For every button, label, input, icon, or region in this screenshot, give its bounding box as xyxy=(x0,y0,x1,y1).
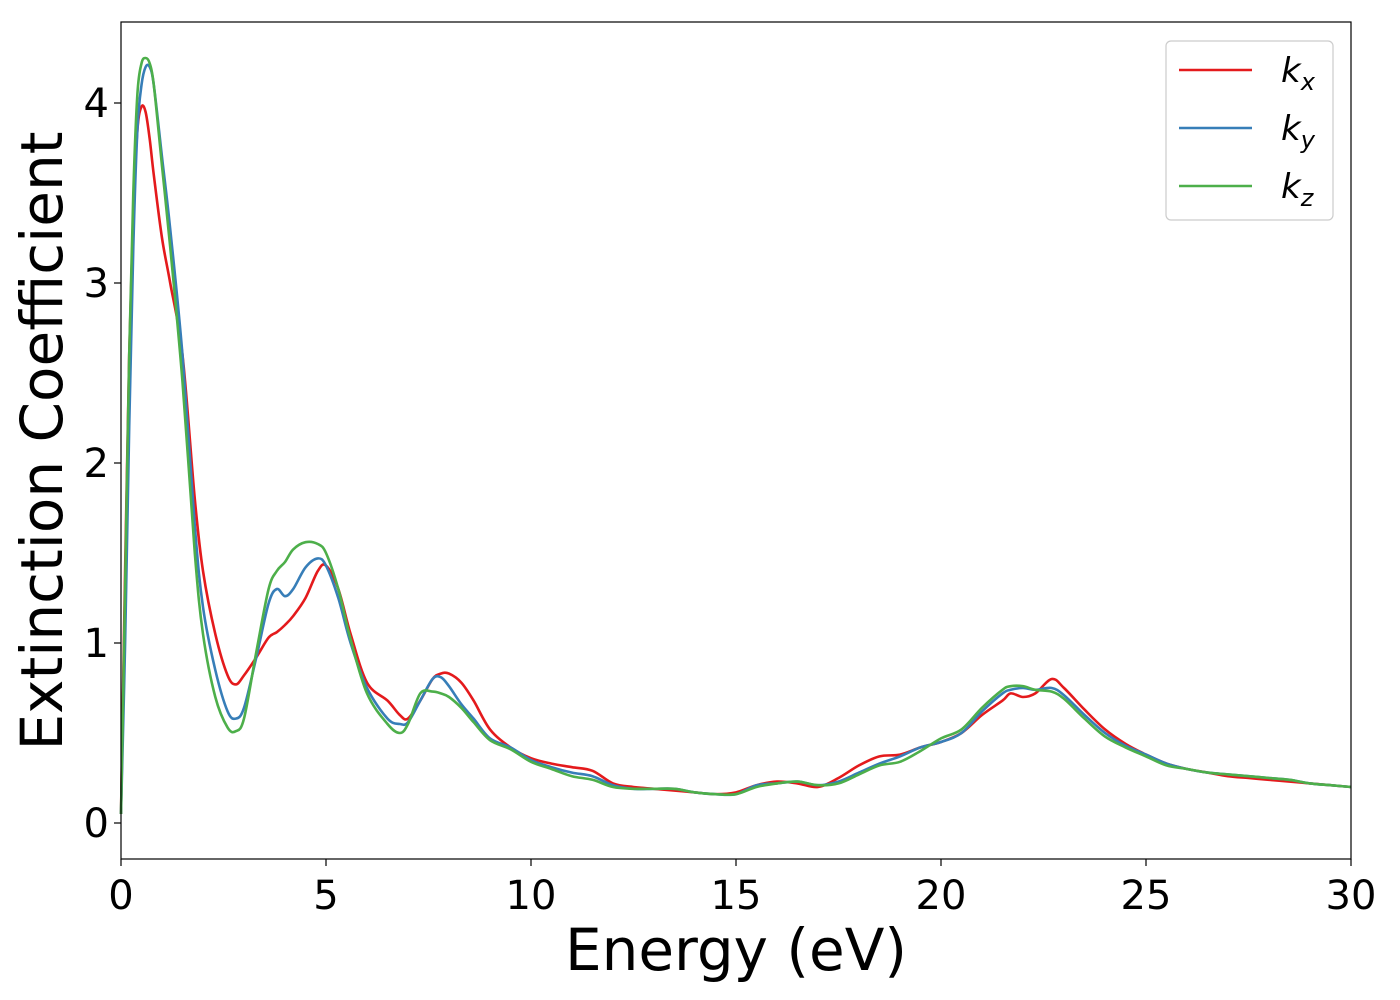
legend-label-z: kz xyxy=(1281,167,1315,212)
series-line-y xyxy=(119,63,1352,815)
legend-label-x: kx xyxy=(1281,51,1316,96)
x-tick-label: 10 xyxy=(506,873,557,919)
y-axis-label: Extinction Coefficient xyxy=(8,132,76,751)
y-tick-label: 1 xyxy=(84,621,109,667)
x-axis-label: Energy (eV) xyxy=(565,916,907,984)
legend: kx ky kz xyxy=(1165,40,1334,221)
y-tick-label: 3 xyxy=(84,261,109,307)
legend-label-y: ky xyxy=(1281,109,1316,154)
x-tick-label: 5 xyxy=(313,873,338,919)
x-tick-label: 20 xyxy=(916,873,967,919)
series-line-z xyxy=(119,56,1352,815)
y-tick-label: 4 xyxy=(84,81,109,127)
y-axis-ticks: 0 1 2 3 4 xyxy=(84,81,121,847)
y-tick-label: 0 xyxy=(84,801,109,847)
x-tick-label: 15 xyxy=(711,873,762,919)
y-tick-label: 2 xyxy=(84,441,109,487)
series-layer xyxy=(119,56,1352,815)
x-tick-label: 25 xyxy=(1121,873,1172,919)
x-axis-ticks: 0 5 10 15 20 25 30 xyxy=(108,859,1376,919)
x-tick-label: 30 xyxy=(1326,873,1377,919)
x-tick-label: 0 xyxy=(108,873,133,919)
legend-box xyxy=(1165,40,1334,221)
